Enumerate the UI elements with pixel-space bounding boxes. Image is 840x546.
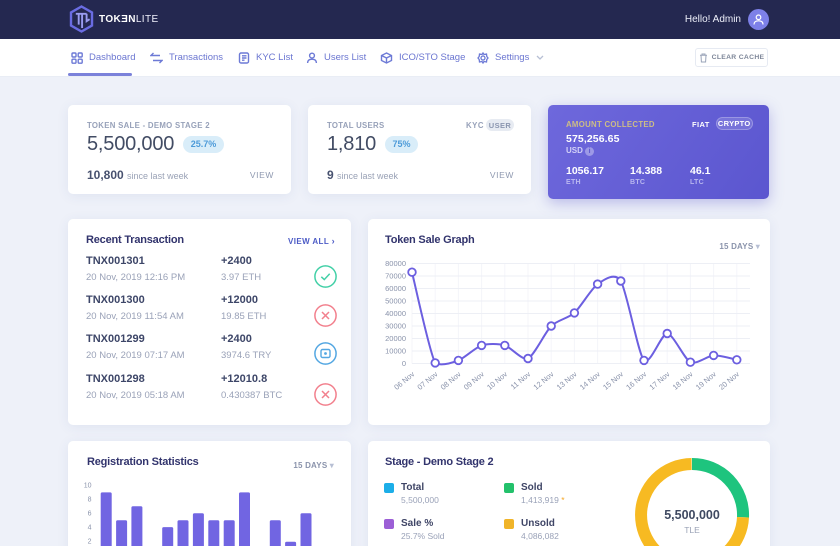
svg-text:TLE: TLE (684, 525, 700, 535)
svg-text:4: 4 (88, 524, 92, 531)
svg-text:07 Nov: 07 Nov (415, 369, 439, 391)
svg-text:10: 10 (84, 483, 92, 490)
svg-text:13 Nov: 13 Nov (555, 369, 579, 391)
svg-text:17 Nov: 17 Nov (647, 369, 671, 391)
svg-text:40000: 40000 (385, 309, 406, 318)
svg-text:20000: 20000 (385, 334, 406, 343)
svg-text:15 Nov: 15 Nov (601, 369, 625, 391)
svg-text:09 Nov: 09 Nov (462, 369, 486, 391)
svg-text:30000: 30000 (385, 322, 406, 331)
svg-text:14 Nov: 14 Nov (578, 369, 602, 391)
svg-text:6: 6 (88, 511, 92, 518)
svg-text:12 Nov: 12 Nov (531, 369, 555, 391)
svg-text:2: 2 (88, 538, 92, 545)
svg-text:18 Nov: 18 Nov (671, 369, 695, 391)
svg-text:10000: 10000 (385, 347, 406, 356)
svg-text:08 Nov: 08 Nov (439, 369, 463, 391)
svg-text:20 Nov: 20 Nov (717, 369, 741, 391)
svg-text:80000: 80000 (385, 259, 406, 268)
svg-text:60000: 60000 (385, 284, 406, 293)
svg-text:0: 0 (402, 359, 406, 368)
svg-text:8: 8 (88, 497, 92, 504)
svg-text:50000: 50000 (385, 297, 406, 306)
svg-text:16 Nov: 16 Nov (624, 369, 648, 391)
svg-text:70000: 70000 (385, 272, 406, 281)
svg-text:06 Nov: 06 Nov (392, 369, 416, 391)
svg-text:10 Nov: 10 Nov (485, 369, 509, 391)
svg-text:5,500,000: 5,500,000 (664, 508, 720, 522)
svg-text:19 Nov: 19 Nov (694, 369, 718, 391)
svg-text:11 Nov: 11 Nov (509, 369, 533, 391)
